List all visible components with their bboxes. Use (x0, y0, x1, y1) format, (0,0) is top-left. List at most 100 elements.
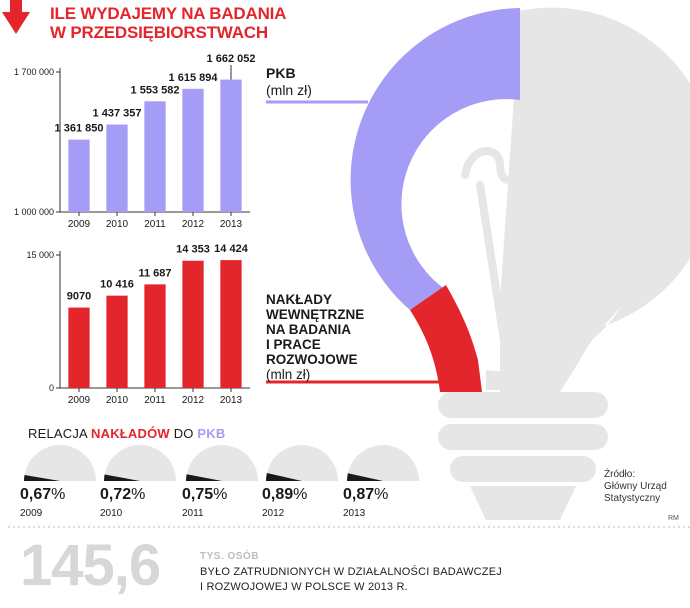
rd-label-line-4: I PRACE (266, 337, 321, 352)
pkb-x-tick-label: 2011 (144, 219, 166, 230)
rd-bar-chart: 0 15 000 2009 9070 2010 10 416 2011 11 687 2012 1… (26, 243, 250, 406)
pkb-bar (106, 124, 128, 212)
rd-data-label: 14 424 (214, 243, 249, 255)
rd-bar (182, 260, 204, 388)
pkb-bar (144, 101, 166, 212)
ratio-heading: RELACJA NAKŁADÓW DO PKB (28, 426, 225, 441)
ratio-gauge-background (24, 445, 96, 481)
ratio-value-unit: % (51, 486, 65, 503)
title-line-2: W PRZEDSIĘBIORSTWACH (50, 23, 268, 42)
pkb-label-title: PKB (266, 65, 296, 81)
ratio-value-label: 0,75% (182, 486, 227, 503)
pkb-bar (68, 139, 90, 212)
source-line-1: Źródło: (604, 469, 636, 480)
ratio-value-number: 0,67 (20, 486, 51, 503)
employment-text-line-1: BYŁO ZATRUDNIONYCH W DZIAŁALNOŚCI BADAWC… (200, 566, 502, 578)
rd-label-line-2: WEWNĘTRZNE (266, 307, 365, 322)
pkb-x-tick-label: 2013 (220, 219, 243, 230)
rd-x-tick-label: 2012 (182, 395, 205, 406)
ratio-value-label: 0,67% (20, 486, 65, 503)
author-credit: RM (668, 515, 679, 522)
page-title: ILE WYDAJEMY NA BADANIA W PRZEDSIĘBIORST… (50, 4, 286, 42)
rd-x-tick-label: 2011 (144, 395, 166, 406)
rd-bar (144, 284, 166, 388)
rd-data-label: 14 353 (176, 244, 210, 256)
pkb-data-label: 1 437 357 (93, 108, 142, 120)
rd-label-line-5: ROZWOJOWE (266, 352, 358, 367)
ratio-value-unit: % (374, 486, 388, 503)
ratio-gauge-background (104, 445, 176, 481)
employment-value: 145,6 (20, 533, 161, 598)
ratio-value-number: 0,89 (262, 486, 293, 503)
pkb-bar (182, 88, 204, 212)
bulb-purple-arc (350, 8, 520, 310)
pkb-bar-chart: 1 000 000 1 700 000 2009 1 361 850 2010 1 437… (14, 53, 256, 230)
pkb-label-unit: (mln zł) (266, 82, 312, 98)
ratio-value-number: 0,87 (343, 486, 374, 503)
pkb-data-label: 1 361 850 (55, 123, 104, 135)
ratio-heading-part-1: RELACJA (28, 426, 92, 441)
ratio-value-unit: % (213, 486, 227, 503)
ratio-gauge-wedge (186, 474, 222, 481)
bulb-red-segment (410, 285, 482, 392)
rd-bar (106, 295, 128, 388)
ratio-year-label: 2013 (343, 508, 366, 519)
rd-data-label: 9070 (67, 291, 91, 303)
rd-label-line-3: NA BADANIA (266, 322, 351, 337)
ratio-gauge-background (186, 445, 258, 481)
rd-x-tick-label: 2010 (106, 395, 129, 406)
rd-data-label: 10 416 (100, 279, 134, 291)
pkb-data-label: 1 662 052 (207, 53, 256, 65)
ratio-value-number: 0,75 (182, 486, 213, 503)
bulb-gray-outer (500, 10, 674, 392)
rd-bar (68, 307, 90, 388)
pkb-y-tick-label: 1 700 000 (14, 67, 54, 77)
rd-label-line-1: NAKŁADY (266, 292, 332, 307)
pkb-x-tick-label: 2010 (106, 219, 129, 230)
ratio-heading-part-4: PKB (197, 426, 226, 441)
ratio-value-unit: % (131, 486, 145, 503)
rd-label-unit: (mln zł) (266, 367, 311, 382)
ratio-gauge-wedge (24, 474, 60, 481)
ratio-value-unit: % (293, 486, 307, 503)
ratio-gauge-background (347, 445, 419, 481)
ratio-year-label: 2011 (182, 508, 204, 519)
rd-series-label: NAKŁADY WEWNĘTRZNE NA BADANIA I PRACE RO… (266, 292, 364, 382)
ratio-year-label: 2010 (100, 508, 123, 519)
source-note: Źródło: Główny Urząd Statystyczny (604, 469, 667, 505)
ratio-gauges: 0,67% 2009 0,72% 2010 0,75% 2011 0,89% 2012 0,87… (20, 445, 419, 519)
rd-bar (220, 260, 242, 388)
rd-y-tick-label: 15 000 (26, 250, 54, 260)
pkb-bar (220, 79, 242, 212)
title-line-1: ILE WYDAJEMY NA BADANIA (50, 4, 287, 23)
rd-y-tick-label: 0 (49, 383, 54, 393)
ratio-gauge-background (266, 445, 338, 481)
ratio-gauge-wedge (347, 473, 383, 481)
employment-unit: TYS. OSÓB (200, 551, 259, 562)
arrow-down-icon (2, 0, 30, 34)
ratio-gauge-wedge (104, 474, 140, 481)
ratio-heading-part-2: NAKŁADÓW (91, 426, 170, 441)
employment-text-line-2: I ROZWOJOWEJ W POLSCE W 2013 R. (200, 581, 408, 593)
ratio-year-label: 2009 (20, 508, 43, 519)
pkb-data-label: 1 615 894 (169, 72, 219, 84)
rd-data-label: 11 687 (138, 267, 171, 279)
employment-text: BYŁO ZATRUDNIONYCH W DZIAŁALNOŚCI BADAWC… (200, 565, 502, 595)
light-bulb-illustration (350, 7, 690, 520)
ratio-value-label: 0,89% (262, 486, 307, 503)
source-line-3: Statystyczny (604, 493, 661, 504)
pkb-series-label: PKB (mln zł) (266, 65, 312, 99)
ratio-value-label: 0,72% (100, 486, 145, 503)
pkb-x-tick-label: 2012 (182, 219, 205, 230)
pkb-data-label: 1 553 582 (131, 84, 180, 96)
source-line-2: Główny Urząd (604, 481, 667, 492)
rd-x-tick-label: 2013 (220, 395, 243, 406)
pkb-y-tick-label: 1 000 000 (14, 207, 54, 217)
ratio-value-label: 0,87% (343, 486, 388, 503)
rd-x-tick-label: 2009 (68, 395, 91, 406)
ratio-heading-part-3: DO (169, 426, 198, 441)
ratio-gauge-wedge (266, 473, 302, 481)
ratio-year-label: 2012 (262, 508, 285, 519)
pkb-x-tick-label: 2009 (68, 219, 91, 230)
